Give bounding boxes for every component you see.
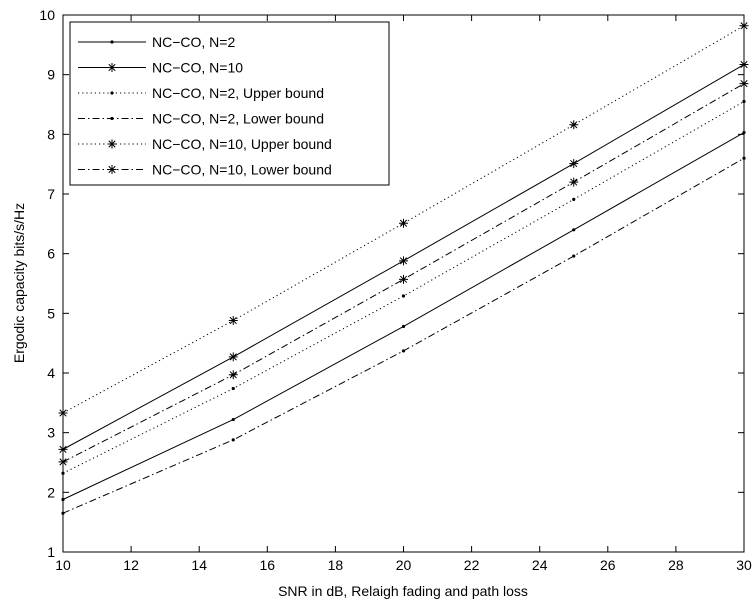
- data-point: [401, 324, 406, 329]
- series-line: [62, 25, 745, 414]
- legend-label: NC−CO, N=10, Lower bound: [152, 162, 332, 178]
- legend: NC−CO, N=2 NC−CO, N=10 NC−CO, N=2, Upper b…: [69, 21, 390, 186]
- series-6: [58, 79, 749, 467]
- data-point: [399, 218, 408, 228]
- legend-marker: [110, 91, 114, 95]
- data-point: [399, 274, 408, 284]
- legend-entry: NC−CO, N=2, Upper bound: [78, 85, 324, 101]
- y-tick-label: 4: [47, 365, 55, 381]
- x-tick-label: 14: [191, 557, 207, 573]
- data-point: [231, 417, 235, 422]
- data-point: [739, 21, 749, 31]
- series-3: [61, 99, 746, 475]
- legend-marker: [110, 40, 114, 44]
- legend-label: NC−CO, N=2, Upper bound: [152, 85, 324, 101]
- legend-entry: NC−CO, N=2: [78, 34, 235, 50]
- y-tick-label: 9: [47, 67, 55, 83]
- data-point: [569, 177, 579, 187]
- x-tick-label: 12: [123, 557, 139, 573]
- data-point: [742, 156, 746, 160]
- x-tick-label: 18: [328, 557, 344, 573]
- data-point: [572, 254, 576, 258]
- legend-marker: [107, 165, 117, 174]
- series-2: [58, 60, 749, 454]
- legend-entry: NC−CO, N=2, Lower bound: [78, 111, 324, 127]
- data-point: [228, 352, 238, 362]
- data-point: [401, 294, 406, 298]
- series-line: [62, 101, 745, 474]
- data-point: [572, 228, 576, 232]
- y-axis-label: Ergodic capacity bits/s/Hz: [11, 203, 27, 363]
- x-tick-label: 24: [532, 557, 548, 573]
- x-tick-label: 30: [736, 557, 752, 573]
- x-tick-label: 10: [55, 557, 71, 573]
- data-point: [742, 99, 746, 104]
- legend-label: NC−CO, N=2: [152, 34, 235, 50]
- legend-label: NC−CO, N=10: [152, 60, 243, 76]
- data-point: [58, 457, 68, 467]
- data-point: [61, 497, 65, 502]
- y-tick-label: 3: [47, 425, 55, 441]
- y-tick-label: 2: [47, 484, 55, 500]
- y-tick-label: 1: [47, 544, 55, 560]
- data-point: [231, 438, 235, 442]
- data-point: [399, 256, 408, 266]
- data-point: [742, 130, 746, 135]
- series-line: [62, 83, 745, 463]
- y-tick-label: 8: [47, 126, 55, 142]
- series-5: [58, 21, 749, 418]
- legend-box: [69, 21, 390, 186]
- series-4: [61, 156, 746, 515]
- curves: [58, 21, 749, 515]
- data-point: [58, 444, 68, 454]
- y-tick-label: 5: [47, 305, 55, 321]
- series-1: [61, 130, 746, 502]
- data-point: [61, 511, 65, 515]
- legend-marker: [110, 116, 114, 121]
- y-tick-label: 7: [47, 186, 55, 202]
- legend-entry: NC−CO, N=10, Upper bound: [78, 136, 332, 152]
- data-point: [739, 79, 749, 89]
- data-point: [739, 60, 749, 70]
- legend-label: NC−CO, N=10, Upper bound: [152, 136, 332, 152]
- x-tick-label: 16: [260, 557, 276, 573]
- data-point: [401, 349, 406, 353]
- data-point: [61, 471, 65, 475]
- x-tick-label: 28: [668, 557, 684, 573]
- legend-marker: [107, 63, 117, 72]
- data-point: [58, 408, 68, 418]
- y-tick-label: 10: [39, 7, 55, 23]
- x-tick-label: 26: [600, 557, 616, 573]
- legend-label: NC−CO, N=2, Lower bound: [152, 111, 324, 127]
- legend-entry: NC−CO, N=10, Lower bound: [78, 162, 332, 178]
- x-axis-label: SNR in dB, Relaigh fading and path loss: [278, 583, 528, 599]
- data-point: [231, 386, 235, 391]
- data-point: [228, 315, 238, 325]
- legend-entry: NC−CO, N=10: [78, 60, 243, 76]
- x-tick-label: 22: [464, 557, 480, 573]
- data-point: [228, 370, 238, 380]
- y-tick-label: 6: [47, 246, 55, 262]
- legend-marker: [107, 139, 117, 149]
- data-point: [569, 159, 579, 169]
- data-point: [572, 197, 576, 201]
- x-tick-label: 20: [396, 557, 412, 573]
- data-point: [569, 120, 579, 130]
